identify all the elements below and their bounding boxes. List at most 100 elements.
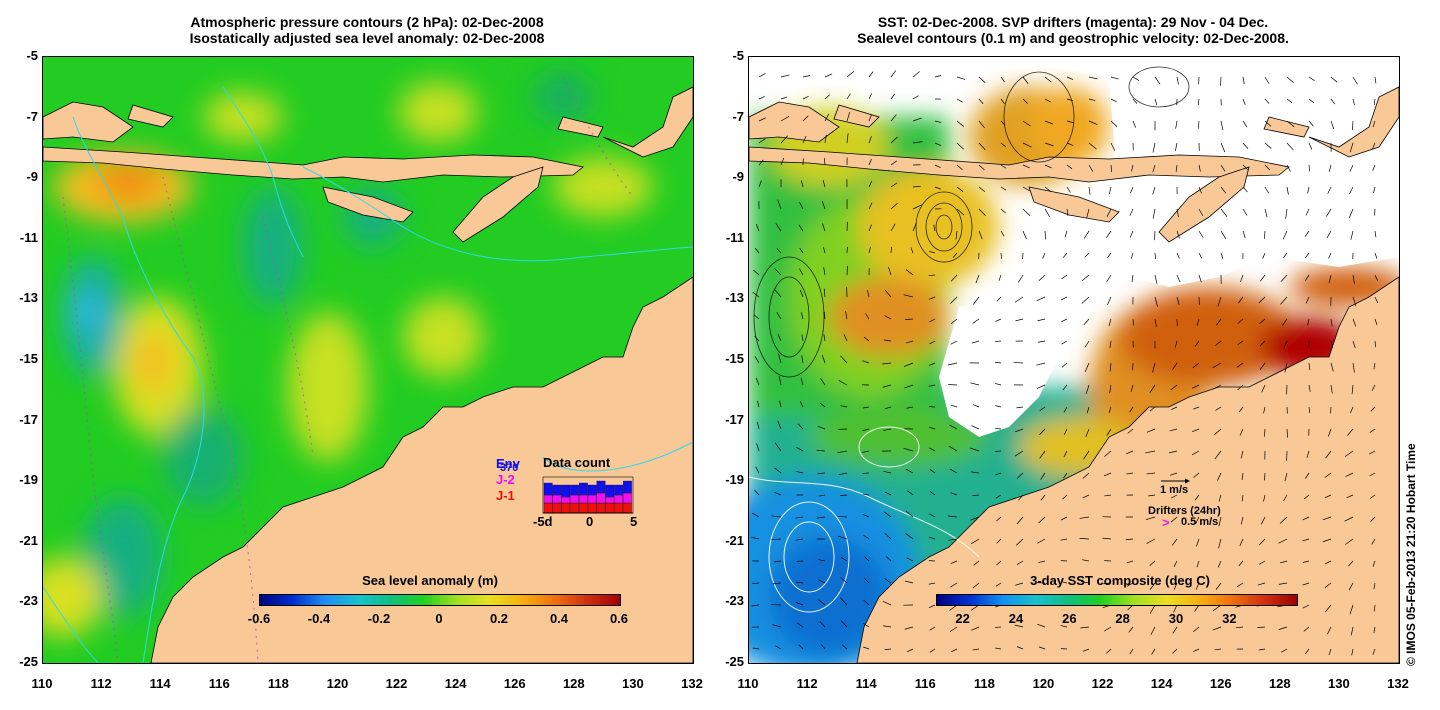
velocity-arrow (1264, 142, 1272, 149)
velocity-arrow (838, 380, 848, 386)
velocity-arrow (1330, 340, 1334, 348)
velocity-arrow (1110, 76, 1119, 80)
velocity-arrow (950, 492, 958, 496)
velocity-arrow (1197, 120, 1200, 129)
velocity-arrow (756, 443, 760, 452)
velocity-arrow (1305, 296, 1310, 304)
velocity-arrow (929, 318, 936, 323)
inset-bar-segment (543, 482, 553, 496)
velocity-arrow (1373, 626, 1376, 634)
velocity-arrow (952, 252, 958, 258)
right-lat-tick: -19 (725, 472, 744, 488)
velocity-arrow (1198, 208, 1204, 217)
velocity-arrow (1330, 120, 1335, 130)
sla-colorbar-tick: -0.4 (307, 611, 331, 626)
inset-bar-segment (570, 502, 579, 514)
velocity-arrow (1235, 626, 1244, 629)
velocity-arrow (1038, 646, 1046, 650)
velocity-arrow (1240, 450, 1244, 459)
velocity-arrow (802, 135, 807, 144)
velocity-arrow (1061, 340, 1068, 345)
velocity-arrow (1132, 98, 1138, 104)
velocity-arrow (1194, 340, 1200, 347)
velocity-arrow (868, 71, 874, 78)
sla-colorbar-tick: -0.6 (247, 611, 271, 626)
velocity-arrow (823, 267, 826, 276)
velocity-arrow (1154, 76, 1161, 85)
right-lon-tick: 122 (1091, 676, 1114, 691)
velocity-arrow (1088, 120, 1098, 125)
velocity-arrow (1149, 560, 1156, 566)
velocity-arrow (885, 556, 892, 562)
velocity-arrow (1259, 362, 1266, 370)
sla-colorbar-tick: 0.6 (609, 611, 629, 626)
velocity-arrow (1306, 450, 1310, 458)
velocity-arrow (1302, 538, 1310, 542)
velocity-arrow (1198, 186, 1202, 194)
velocity-arrow (1348, 582, 1354, 591)
velocity-arrow (1126, 450, 1134, 455)
velocity-arrow (824, 113, 830, 122)
velocity-arrow (973, 560, 980, 566)
velocity-arrow (1173, 604, 1178, 613)
velocity-arrow (956, 142, 964, 150)
right-title-line2: Sealevel contours (0.1 m) and geostrophi… (857, 30, 1289, 46)
velocity-arrow (1308, 142, 1313, 150)
velocity-arrow (1242, 120, 1248, 128)
velocity-arrow (882, 601, 892, 606)
velocity-arrow (1241, 472, 1244, 480)
velocity-arrow (802, 95, 809, 100)
velocity-arrow (1283, 340, 1288, 348)
velocity-arrow (1060, 538, 1068, 541)
velocity-arrow (776, 248, 782, 254)
velocity-arrow (1220, 120, 1224, 131)
velocity-arrow (1146, 538, 1156, 544)
velocity-arrow (1064, 230, 1068, 238)
velocity-arrow (820, 643, 826, 650)
velocity-arrow (1284, 472, 1288, 482)
velocity-arrow (996, 296, 1002, 302)
velocity-arrow (1372, 142, 1376, 150)
velocity-arrow (1014, 296, 1024, 303)
velocity-arrow (1238, 296, 1244, 304)
velocity-arrow (1149, 406, 1156, 412)
velocity-arrow (949, 424, 958, 430)
velocity-arrow (1328, 252, 1332, 259)
velocity-arrow (1236, 582, 1244, 588)
velocity-arrow (1286, 76, 1294, 83)
velocity-arrow (1282, 230, 1288, 240)
velocity-arrow (799, 202, 804, 210)
velocity-arrow (1173, 582, 1178, 590)
velocity-arrow (1129, 230, 1134, 238)
velocity-arrow (1193, 626, 1200, 633)
velocity-arrow (1215, 406, 1222, 411)
velocity-arrow (948, 362, 958, 366)
velocity-arrow (1302, 516, 1310, 521)
velocity-arrow (1257, 582, 1266, 586)
velocity-arrow (758, 117, 766, 122)
velocity-arrow (1103, 582, 1112, 585)
right-lon-tick: 116 (914, 676, 936, 691)
velocity-arrow (777, 334, 782, 342)
velocity-arrow (817, 472, 826, 475)
velocity-arrow (777, 199, 782, 210)
velocity-arrow (903, 294, 914, 298)
velocity-arrow (1279, 516, 1288, 524)
velocity-arrow (1242, 186, 1248, 193)
velocity-arrow (1044, 230, 1047, 240)
velocity-arrow (1145, 450, 1156, 454)
velocity-arrow (1369, 428, 1376, 433)
velocity-arrow (818, 579, 826, 584)
velocity-arrow (796, 446, 804, 452)
velocity-arrow (1083, 450, 1090, 460)
velocity-arrow (1038, 560, 1046, 563)
left-lon-tick: 114 (149, 676, 171, 691)
velocity-arrow (1374, 252, 1378, 259)
left-lat-tick: -9 (26, 169, 38, 185)
velocity-arrow (1060, 296, 1068, 301)
velocity-arrow (884, 491, 892, 496)
velocity-scale-label: 1 m/s (1160, 484, 1189, 496)
velocity-arrow (840, 355, 848, 364)
velocity-arrow (969, 447, 980, 452)
velocity-arrow (1302, 582, 1310, 586)
